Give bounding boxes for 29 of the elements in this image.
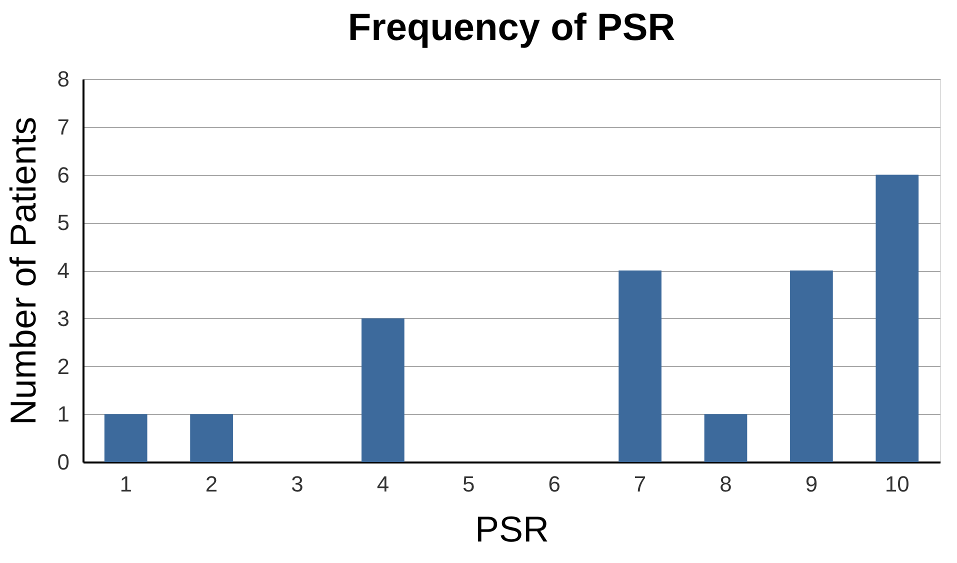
x-tick-label: 7 — [634, 472, 646, 496]
x-tick-label: 4 — [376, 472, 390, 496]
y-tick-label: 3 — [57, 306, 70, 331]
chart-title: Frequency of PSR — [348, 7, 676, 49]
x-tick-label: 3 — [291, 472, 304, 496]
y-tick-label: 5 — [57, 210, 70, 236]
bar — [104, 414, 148, 462]
y-tick-label: 6 — [57, 162, 70, 188]
y-axis-title: Number of Patients — [2, 116, 44, 426]
bar — [618, 270, 662, 462]
x-tick-label: 1 — [120, 472, 132, 496]
x-tick-label: 5 — [462, 472, 475, 496]
x-axis-title: PSR — [474, 508, 550, 550]
bar — [876, 174, 919, 462]
x-tick-label: 9 — [805, 472, 818, 496]
y-tick-label: 7 — [57, 114, 70, 140]
y-tick-label: 0 — [57, 450, 70, 474]
x-tick-label: 6 — [548, 472, 560, 496]
y-tick-label: 2 — [57, 354, 70, 379]
bar — [362, 318, 404, 462]
y-tick-label: 1 — [57, 402, 70, 427]
x-tick-label: 10 — [884, 472, 910, 496]
y-tick-label: 4 — [57, 258, 70, 283]
x-tick-label: 8 — [720, 472, 732, 496]
y-tick-label: 8 — [57, 66, 70, 92]
bar — [790, 270, 833, 462]
x-tick-label: 2 — [205, 472, 218, 496]
bar — [704, 414, 748, 462]
bar — [190, 414, 233, 462]
